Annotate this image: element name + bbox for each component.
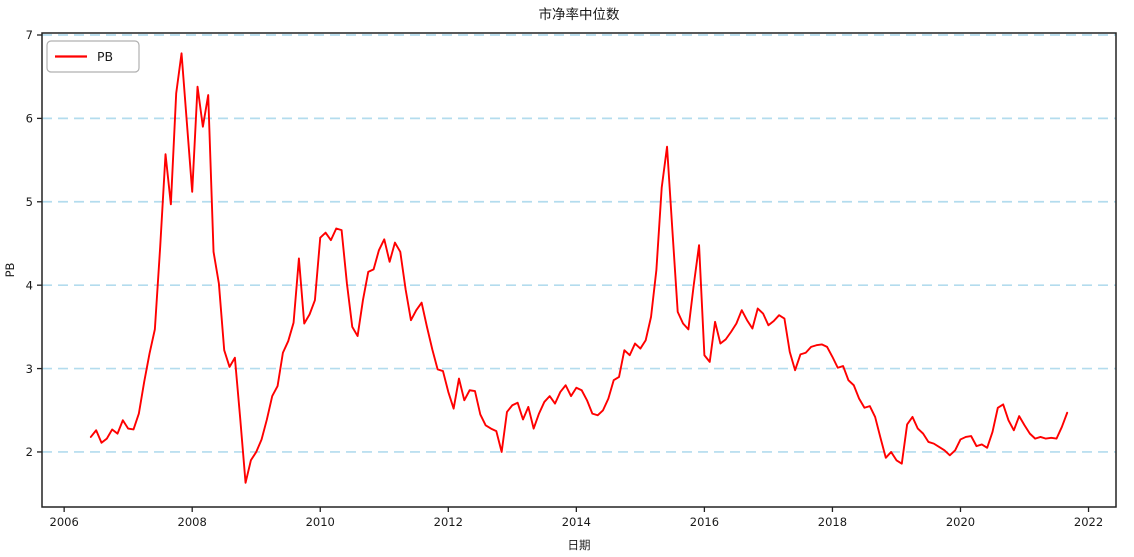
y-axis-label: PB [3, 262, 17, 277]
x-tick-label-2008: 2008 [178, 515, 207, 529]
y-tick-label-3: 3 [26, 362, 33, 376]
y-tick-label-2: 2 [26, 445, 33, 459]
legend: PB [46, 40, 140, 73]
x-tick-label-2010: 2010 [306, 515, 335, 529]
x-tick-label-2012: 2012 [434, 515, 463, 529]
x-tick-label-2006: 2006 [50, 515, 79, 529]
y-tick-label-6: 6 [26, 112, 33, 126]
x-tick-label-2020: 2020 [946, 515, 975, 529]
plot-border [41, 32, 1117, 508]
legend-box [46, 40, 140, 73]
legend-label: PB [97, 49, 113, 64]
y-tick-label-5: 5 [26, 195, 33, 209]
y-tick-label-4: 4 [26, 278, 33, 292]
x-tick-label-2014: 2014 [562, 515, 591, 529]
series-layer [89, 52, 1069, 484]
pb-line-series [89, 52, 1069, 484]
axis-layer: 2 3 4 5 6 7 2006 2008 2010 2012 2014 2016 2018 2020 20… [26, 28, 1104, 529]
x-axis-label: 日期 [568, 538, 591, 552]
y-tick-label-7: 7 [26, 28, 33, 42]
x-tick-label-2018: 2018 [818, 515, 847, 529]
x-tick-label-2016: 2016 [690, 515, 719, 529]
grid-layer [42, 34, 1116, 453]
chart-title: 市净率中位数 [539, 6, 620, 23]
x-tick-label-2022: 2022 [1074, 515, 1103, 529]
